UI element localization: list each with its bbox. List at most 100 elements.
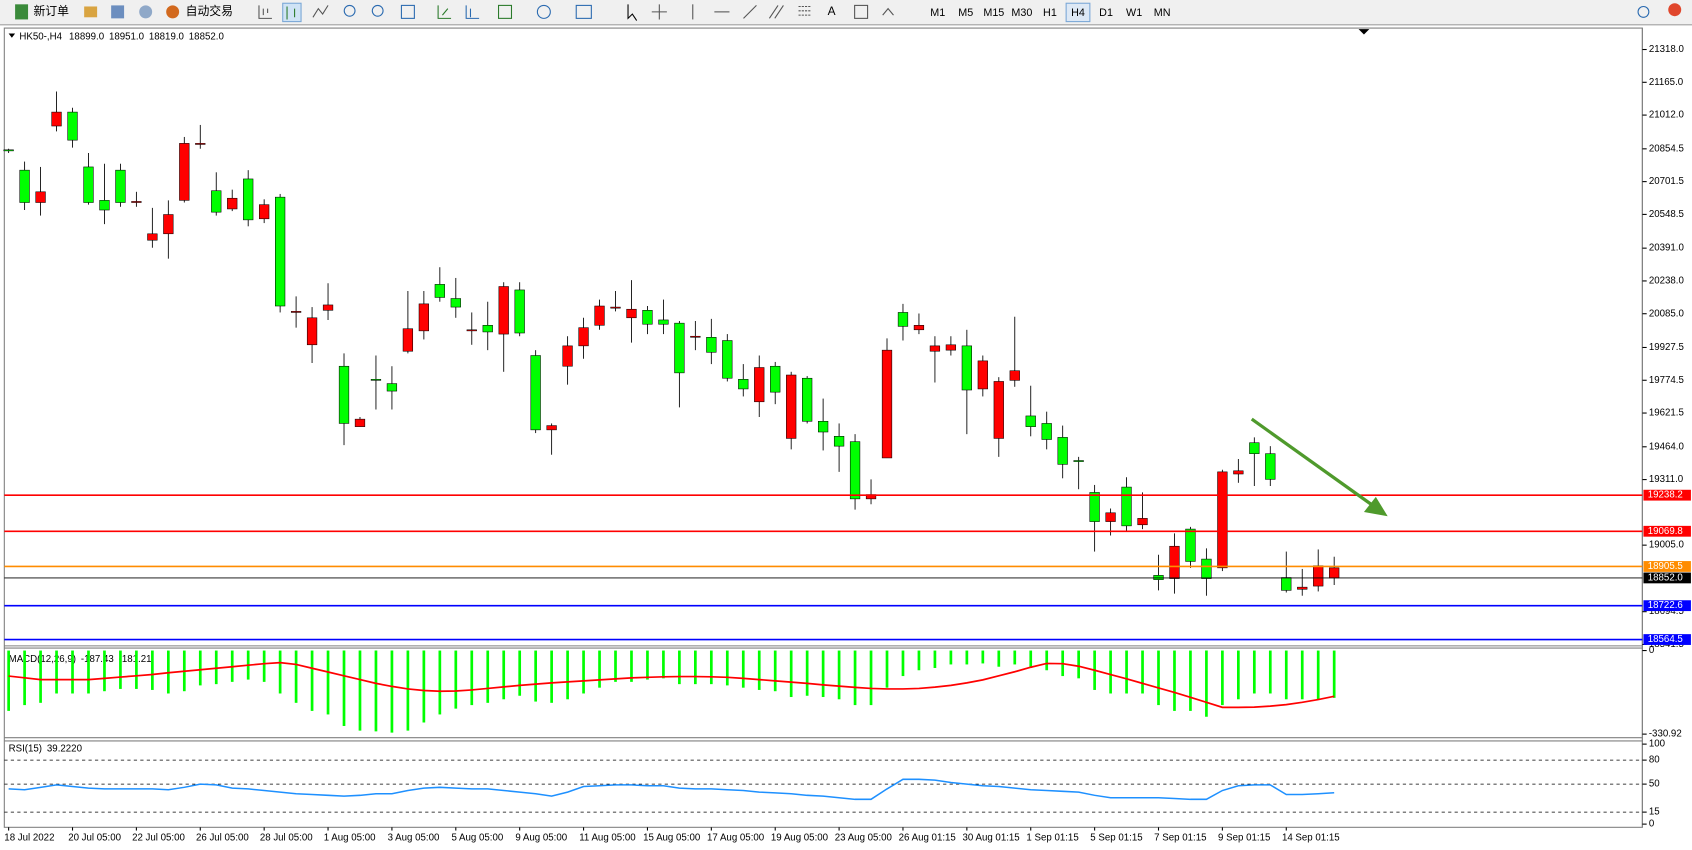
tool-icon[interactable] [84,6,98,18]
y-tick-label: 19005.0 [1649,540,1685,551]
cursor-icon[interactable] [627,4,638,21]
notification-badge[interactable] [1668,3,1682,17]
x-tick-label: 7 Sep 01:15 [1154,833,1206,844]
fibo-icon[interactable] [798,5,812,16]
zoom-out-icon[interactable] [371,4,384,17]
candle-body [913,325,925,331]
autotrade-button[interactable]: 自动交易 [186,4,233,18]
trendline-icon[interactable] [743,5,757,19]
tool-icon[interactable] [111,5,125,19]
y-tick-label: 20548.5 [1649,209,1684,220]
templates-icon[interactable] [575,4,592,19]
periods-icon[interactable] [536,4,551,19]
candle-body [1265,453,1276,480]
timeframe-button[interactable]: D1 [1099,7,1113,19]
y-tick-label: 19774.5 [1649,375,1684,386]
crosshair-icon[interactable] [651,4,667,20]
candle-body [354,418,366,427]
x-tick-label: 1 Sep 01:15 [1026,833,1078,844]
x-tick-label: 15 Aug 05:00 [643,833,701,844]
candle-body [498,286,509,335]
channel-icon[interactable] [768,5,784,19]
search-icon[interactable] [1637,5,1650,18]
timeframe-button[interactable]: H4 [1071,7,1085,19]
x-tick-label: 26 Aug 01:15 [899,833,956,844]
price-level-label: 18852.0 [1648,572,1684,583]
text-tool[interactable]: A [828,4,836,18]
x-tick-label: 19 Aug 05:00 [771,833,829,844]
label-icon[interactable] [854,4,869,19]
annotation-arrow [1250,417,1377,509]
candle-body [322,304,334,311]
y-tick-label: 19464.0 [1649,441,1685,452]
toolbar: 新订单 自动交易 A [0,0,1692,26]
candle-body [259,204,270,220]
timeframe-button[interactable]: MN [1154,7,1171,19]
candle-body [1249,442,1260,454]
candle-body [1281,577,1292,591]
candle-body [195,143,206,145]
new-order-button[interactable]: 新订单 [33,4,69,18]
candle-body [227,197,238,210]
scroll-icon[interactable] [437,5,452,19]
tool-icons: A [258,2,894,23]
zoom-in-icon[interactable] [343,4,356,17]
timeframe-button[interactable]: M15 [983,7,1004,19]
candle-body [1089,492,1100,522]
y-tick-label: 19621.5 [1649,408,1684,419]
price-level-tag [1643,634,1691,645]
arrows-icon[interactable] [882,7,894,16]
signal-line [8,661,1335,709]
candle-body [530,355,541,431]
timeframes: M1 M5 M15 M30 H1 H4 D1 W1 MN [930,2,1171,23]
candle-chart-icon[interactable] [282,2,302,23]
x-tick-label: 14 Sep 01:15 [1282,833,1340,844]
timeframe-button[interactable]: H1 [1043,7,1057,19]
high-readout: 18951.0 [109,31,145,42]
tool-icon[interactable] [139,5,153,19]
candle-body [306,317,318,346]
tile-icon[interactable] [400,4,415,19]
indicators-icon[interactable] [497,4,513,19]
candle-body [19,169,30,203]
candle-body [211,190,222,213]
candle-body [386,383,398,392]
annotation-arrowhead [1363,496,1388,517]
candle-body [275,196,286,307]
candle-body [370,379,382,381]
bar-chart-icon[interactable] [258,5,272,19]
timeframe-button[interactable]: M5 [958,7,973,19]
timeframe-button[interactable]: M30 [1011,7,1032,19]
rsi-title: RSI(15) [9,743,42,754]
timeframe-button[interactable]: M1 [930,7,945,19]
candle-body [1233,470,1244,475]
candle-body [1121,486,1132,527]
candle-body [1201,558,1212,579]
active-timeframe [1065,2,1091,23]
candle-body [674,322,685,374]
candle-body [1073,460,1084,462]
y-tick-label: 50 [1649,779,1660,790]
candle-body [610,306,621,309]
shift-icon[interactable] [465,5,480,19]
y-tick-label: 20854.5 [1649,143,1684,154]
y-tick-label: 21318.0 [1649,44,1685,55]
candle-body [290,311,302,313]
x-tick-label: 28 Jul 05:00 [260,833,313,844]
timeframe-button[interactable]: W1 [1126,7,1142,19]
autotrade-icon[interactable] [166,5,180,19]
candle-body [1137,518,1148,526]
candle-body [626,308,637,319]
candle-body [754,367,765,403]
candle-body [961,345,972,391]
candle-body [1009,370,1020,381]
new-order-icon[interactable] [15,4,29,20]
y-tick-label: 0 [1649,645,1655,656]
x-tick-label: 9 Sep 01:15 [1218,833,1270,844]
line-chart-icon[interactable] [312,5,329,18]
y-tick-label: 21012.0 [1649,110,1685,121]
y-tick-label: 19311.0 [1649,474,1684,485]
x-tick-label: 3 Aug 05:00 [388,833,440,844]
y-tick-label: 0 [1649,819,1655,830]
candle-body [51,111,62,127]
